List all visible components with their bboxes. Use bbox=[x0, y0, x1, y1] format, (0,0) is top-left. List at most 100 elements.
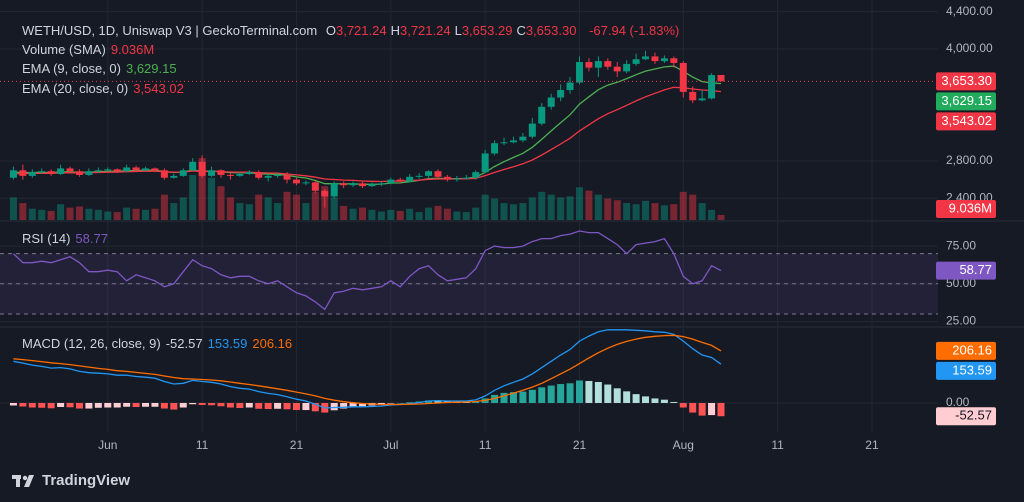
histogram-bar bbox=[19, 402, 27, 407]
candle-body bbox=[717, 74, 725, 82]
candle-body bbox=[359, 183, 367, 187]
volume-legend: Volume (SMA) 9.036M bbox=[22, 42, 159, 58]
price-badge bbox=[936, 341, 996, 360]
ohlc-value: 3,721.24 bbox=[399, 23, 451, 38]
candle-body bbox=[9, 170, 17, 178]
histogram-bar bbox=[28, 402, 36, 408]
brand: TradingView bbox=[42, 472, 131, 489]
histogram-bar bbox=[292, 402, 300, 411]
histogram-bar bbox=[142, 402, 150, 407]
candle-body bbox=[698, 98, 706, 101]
candle-body bbox=[255, 172, 263, 178]
histogram-bar bbox=[359, 402, 367, 407]
histogram-bar bbox=[255, 402, 263, 409]
volume-bar bbox=[226, 197, 234, 220]
price-badge-label: 3,629.15 bbox=[941, 93, 992, 108]
histogram-bar bbox=[670, 401, 678, 403]
candle-body bbox=[104, 169, 112, 171]
candle-body bbox=[151, 168, 159, 171]
candle-body bbox=[123, 167, 131, 172]
candle-body bbox=[406, 176, 414, 182]
histogram-bar bbox=[519, 391, 527, 403]
volume-bar bbox=[104, 211, 112, 220]
volume-bar bbox=[236, 203, 244, 220]
volume-bar bbox=[660, 205, 668, 220]
candle-body bbox=[283, 174, 291, 180]
histogram-bar bbox=[75, 402, 83, 409]
candle-body bbox=[160, 170, 168, 178]
candle-body bbox=[632, 59, 640, 64]
volume-bar bbox=[75, 206, 83, 220]
symbol: WETH/USD, 1D, Uniswap V3 | GeckoTerminal… bbox=[22, 23, 318, 38]
volume-bar bbox=[632, 204, 640, 220]
line-series bbox=[13, 65, 722, 185]
price-badge bbox=[936, 92, 996, 111]
candle-body bbox=[302, 182, 310, 184]
volume-bar bbox=[160, 194, 168, 220]
volume-bar bbox=[208, 177, 216, 220]
histogram-bar bbox=[208, 402, 216, 406]
histogram-bar bbox=[387, 402, 395, 404]
histogram-bar bbox=[9, 402, 17, 406]
histogram-bar bbox=[85, 402, 93, 409]
histogram-bar bbox=[604, 384, 612, 403]
candle-body bbox=[349, 183, 357, 186]
histogram-bar bbox=[528, 389, 536, 403]
y-tick-label: 4,000.00 bbox=[946, 41, 993, 55]
volume-bar bbox=[9, 197, 17, 220]
candle-body bbox=[566, 82, 574, 91]
histogram-bar bbox=[189, 402, 197, 405]
candle-body bbox=[434, 171, 442, 177]
candle-body bbox=[509, 140, 517, 143]
candle-body bbox=[47, 171, 55, 175]
volume-bar bbox=[708, 209, 716, 220]
candle-body bbox=[547, 97, 555, 107]
price-badge bbox=[936, 407, 996, 426]
ohlc-value: 3,653.30 bbox=[525, 23, 577, 38]
volume-bar bbox=[292, 194, 300, 220]
candle-body bbox=[670, 58, 678, 63]
candle-body bbox=[604, 61, 612, 67]
histogram-bar bbox=[66, 402, 74, 408]
candle-body bbox=[142, 168, 150, 171]
volume-bar bbox=[123, 207, 131, 220]
volume-bar bbox=[142, 209, 150, 220]
line-series bbox=[13, 86, 722, 183]
histogram-bar bbox=[274, 402, 282, 409]
legend-name: EMA (9, close, 0) bbox=[22, 61, 121, 76]
histogram-bar bbox=[113, 402, 121, 408]
volume-bar bbox=[302, 203, 310, 220]
candle-body bbox=[679, 62, 687, 92]
volume-bar bbox=[387, 209, 395, 220]
volume-bar bbox=[679, 191, 687, 220]
legend-value: 9.036M bbox=[110, 42, 155, 57]
candle-body bbox=[708, 75, 716, 99]
legend-name: Volume (SMA) bbox=[22, 42, 106, 57]
legend-value: 3,543.02 bbox=[133, 81, 184, 96]
x-tick-label: 11 bbox=[771, 438, 784, 452]
histogram-bar bbox=[377, 402, 385, 405]
candle-body bbox=[132, 167, 140, 171]
candle-body bbox=[575, 62, 583, 83]
ohlc-label: C bbox=[516, 23, 526, 38]
x-tick-label: 11 bbox=[479, 438, 492, 452]
histogram-bar bbox=[104, 402, 112, 408]
volume-bar bbox=[94, 209, 102, 220]
symbol-legend: WETH/USD, 1D, Uniswap V3 | GeckoTerminal… bbox=[22, 23, 684, 39]
price-badge-label: 206.16 bbox=[952, 342, 992, 357]
candle-body bbox=[368, 184, 376, 187]
candle-body bbox=[198, 161, 206, 176]
histogram-bar bbox=[698, 402, 706, 416]
histogram-bar bbox=[236, 402, 244, 409]
volume-bar bbox=[198, 158, 206, 220]
histogram-bar bbox=[425, 400, 433, 403]
histogram-bar bbox=[434, 400, 442, 403]
legend-value: -52.57 bbox=[165, 336, 203, 351]
volume-bar bbox=[38, 209, 46, 220]
histogram-bar bbox=[500, 392, 508, 403]
histogram-bar bbox=[642, 396, 650, 403]
histogram-bar bbox=[660, 399, 668, 403]
histogram-bar bbox=[283, 402, 291, 410]
